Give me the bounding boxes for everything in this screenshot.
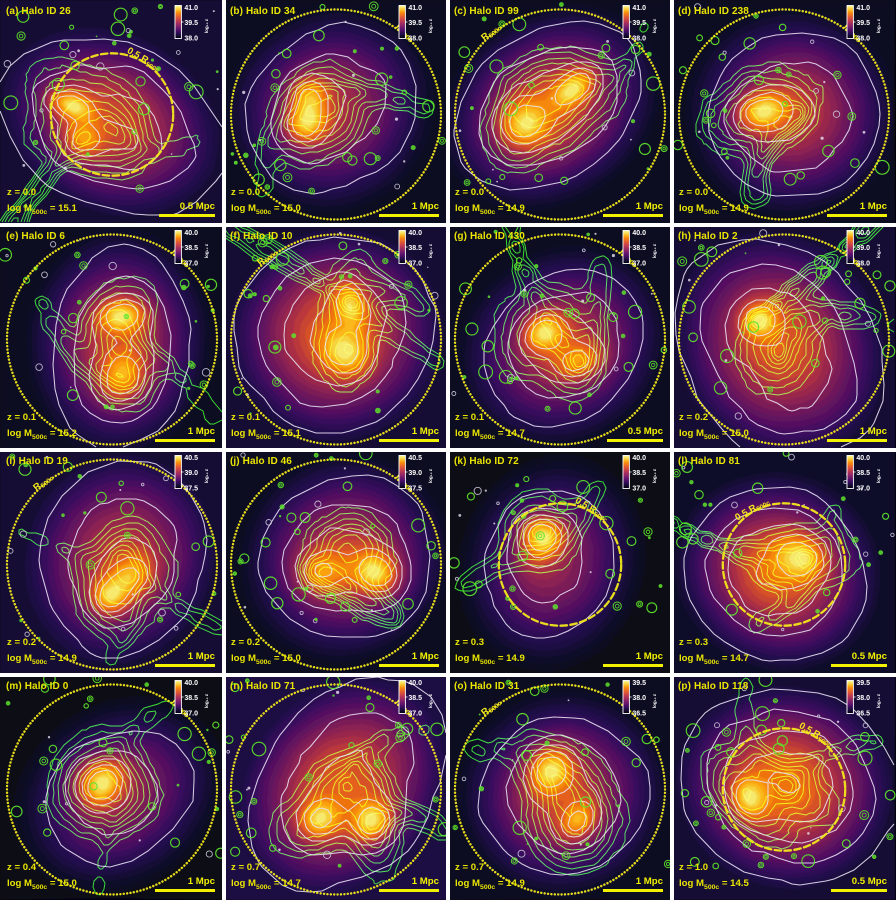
svg-text:37.0: 37.0 — [184, 710, 198, 717]
svg-text:39.5: 39.5 — [856, 680, 870, 687]
svg-text:40.0: 40.0 — [408, 230, 422, 237]
svg-text:40.5: 40.5 — [184, 455, 198, 462]
svg-text:41.0: 41.0 — [184, 5, 198, 12]
svg-text:log₁₀ ε: log₁₀ ε — [652, 693, 657, 708]
svg-text:38.0: 38.0 — [632, 695, 646, 702]
svg-text:39.0: 39.0 — [184, 470, 198, 477]
svg-text:38.0: 38.0 — [856, 35, 870, 42]
svg-text:40.0: 40.0 — [184, 680, 198, 687]
svg-text:41.0: 41.0 — [408, 5, 422, 12]
svg-text:38.5: 38.5 — [184, 695, 198, 702]
svg-text:37.0: 37.0 — [632, 485, 646, 492]
svg-text:41.0: 41.0 — [856, 5, 870, 12]
svg-text:41.0: 41.0 — [632, 5, 646, 12]
svg-text:39.5: 39.5 — [632, 20, 646, 27]
svg-text:37.0: 37.0 — [856, 485, 870, 492]
svg-text:log₁₀ ε: log₁₀ ε — [204, 693, 209, 708]
svg-text:log₁₀ ε: log₁₀ ε — [876, 18, 881, 33]
svg-text:38.0: 38.0 — [632, 35, 646, 42]
svg-text:39.5: 39.5 — [856, 20, 870, 27]
svg-text:38.0: 38.0 — [408, 35, 422, 42]
svg-text:40.0: 40.0 — [632, 455, 646, 462]
svg-text:log₁₀ ε: log₁₀ ε — [652, 243, 657, 258]
svg-text:log₁₀ ε: log₁₀ ε — [428, 693, 433, 708]
svg-text:36.5: 36.5 — [856, 710, 870, 717]
svg-text:40.0: 40.0 — [856, 455, 870, 462]
svg-text:log₁₀ ε: log₁₀ ε — [652, 18, 657, 33]
svg-text:38.5: 38.5 — [408, 695, 422, 702]
svg-text:log₁₀ ε: log₁₀ ε — [428, 18, 433, 33]
svg-text:37.0: 37.0 — [632, 260, 646, 267]
svg-text:log₁₀ ε: log₁₀ ε — [876, 693, 881, 708]
svg-text:log₁₀ ε: log₁₀ ε — [876, 243, 881, 258]
svg-text:40.0: 40.0 — [632, 230, 646, 237]
svg-text:log₁₀ ε: log₁₀ ε — [204, 243, 209, 258]
svg-text:36.5: 36.5 — [632, 710, 646, 717]
svg-text:37.0: 37.0 — [408, 710, 422, 717]
svg-text:39.0: 39.0 — [408, 470, 422, 477]
svg-text:40.0: 40.0 — [408, 680, 422, 687]
svg-text:38.5: 38.5 — [856, 470, 870, 477]
svg-text:37.5: 37.5 — [408, 485, 422, 492]
svg-text:log₁₀ ε: log₁₀ ε — [428, 243, 433, 258]
svg-text:38.5: 38.5 — [184, 245, 198, 252]
svg-text:38.5: 38.5 — [632, 470, 646, 477]
svg-text:38.0: 38.0 — [856, 260, 870, 267]
svg-text:39.0: 39.0 — [856, 245, 870, 252]
svg-text:37.0: 37.0 — [408, 260, 422, 267]
svg-text:40.0: 40.0 — [184, 230, 198, 237]
svg-text:38.0: 38.0 — [856, 695, 870, 702]
svg-text:log₁₀ ε: log₁₀ ε — [204, 468, 209, 483]
svg-text:39.5: 39.5 — [184, 20, 198, 27]
svg-text:39.5: 39.5 — [632, 680, 646, 687]
svg-text:log₁₀ ε: log₁₀ ε — [652, 468, 657, 483]
svg-text:37.0: 37.0 — [184, 260, 198, 267]
svg-text:log₁₀ ε: log₁₀ ε — [204, 18, 209, 33]
svg-text:log₁₀ ε: log₁₀ ε — [428, 468, 433, 483]
svg-text:38.5: 38.5 — [408, 245, 422, 252]
svg-text:39.5: 39.5 — [408, 20, 422, 27]
svg-text:38.5: 38.5 — [632, 245, 646, 252]
svg-text:37.5: 37.5 — [184, 485, 198, 492]
svg-text:40.5: 40.5 — [408, 455, 422, 462]
svg-text:40.0: 40.0 — [856, 230, 870, 237]
svg-text:38.0: 38.0 — [184, 35, 198, 42]
svg-text:log₁₀ ε: log₁₀ ε — [876, 468, 881, 483]
